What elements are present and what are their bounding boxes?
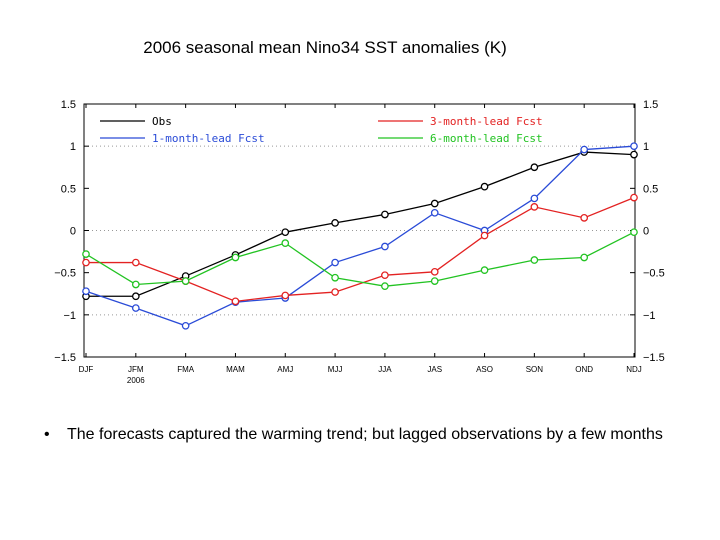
y-tick-label-left: −1 — [63, 310, 76, 322]
legend-label: 1-month-lead Fcst — [152, 132, 265, 145]
data-point-obs — [281, 228, 290, 237]
data-point-obs — [131, 292, 140, 301]
data-point-obs — [430, 199, 439, 208]
y-tick-label-right: 1.5 — [643, 99, 658, 111]
series-line-1-month-lead-fcst — [85, 145, 635, 327]
ticks-layer: −1.5 −1.5 −1 −1 −0.5 −0.5 0 0 0.5 0.5 1 1 1.5 1.5 DJF J… — [54, 99, 664, 385]
data-point-3-month-lead-fcst — [580, 214, 589, 222]
data-point-6-month-lead-fcst — [131, 280, 140, 289]
data-point-6-month-lead-fcst — [231, 253, 240, 262]
data-point-3-month-lead-fcst — [530, 203, 539, 211]
grid-layer — [84, 145, 635, 316]
series-line-6-month-lead-fcst — [85, 231, 635, 287]
data-point-1-month-lead-fcst — [430, 208, 439, 217]
x-tick-label: MAM — [226, 365, 245, 374]
x-tick-label: JAS — [427, 365, 442, 374]
data-point-3-month-lead-fcst — [82, 258, 90, 267]
data-point-3-month-lead-fcst — [480, 231, 489, 240]
x-tick-label: FMA — [177, 365, 195, 374]
data-point-3-month-lead-fcst — [131, 258, 140, 267]
x-tick-label: JJA — [378, 365, 392, 374]
data-point-1-month-lead-fcst — [530, 194, 539, 203]
series-layer — [82, 142, 638, 330]
data-point-6-month-lead-fcst — [181, 277, 190, 285]
bullet-text: The forecasts captured the warming trend… — [67, 426, 663, 443]
series-line-3-month-lead-fcst — [86, 197, 635, 303]
x-tick-label: SON — [526, 365, 544, 374]
bullet-point: • The forecasts captured the warming tre… — [44, 424, 684, 446]
data-point-1-month-lead-fcst — [82, 287, 90, 296]
legend: Obs 1-month-lead Fcst 3-month-lead Fcst 6-m… — [100, 115, 543, 145]
bullet-dot: • — [44, 426, 50, 443]
x-tick-label: MJJ — [328, 365, 343, 374]
data-point-6-month-lead-fcst — [331, 273, 339, 282]
data-point-6-month-lead-fcst — [381, 282, 389, 291]
x-tick-label: DJF — [79, 365, 94, 374]
slide-title: 2006 seasonal mean Nino34 SST anomalies … — [143, 38, 507, 57]
x-tick-label: JFM — [128, 365, 144, 374]
y-tick-label-right: −1.5 — [643, 352, 665, 364]
data-point-6-month-lead-fcst — [630, 228, 638, 237]
legend-label: 3-month-lead Fcst — [430, 115, 543, 128]
data-point-obs — [381, 210, 389, 219]
x-tick-label: OND — [575, 365, 593, 374]
data-point-1-month-lead-fcst — [630, 142, 638, 151]
data-point-3-month-lead-fcst — [630, 193, 638, 202]
y-tick-label-left: −1.5 — [54, 352, 76, 364]
data-point-3-month-lead-fcst — [231, 297, 240, 306]
data-point-1-month-lead-fcst — [331, 258, 339, 267]
y-tick-label-right: 0.5 — [643, 183, 658, 195]
data-point-6-month-lead-fcst — [530, 256, 539, 264]
x-year-label: 2006 — [127, 376, 145, 385]
y-tick-label-left: 1 — [70, 141, 76, 153]
y-tick-label-left: 0 — [70, 226, 76, 238]
y-tick-label-right: −0.5 — [643, 268, 665, 280]
series-line-obs — [86, 151, 635, 297]
y-tick-label-left: 0.5 — [61, 183, 76, 195]
data-point-3-month-lead-fcst — [381, 271, 389, 280]
data-point-1-month-lead-fcst — [381, 242, 389, 251]
data-point-6-month-lead-fcst — [430, 277, 439, 285]
data-point-1-month-lead-fcst — [131, 304, 140, 312]
data-point-3-month-lead-fcst — [331, 288, 339, 296]
data-point-obs — [630, 150, 638, 159]
y-tick-label-left: 1.5 — [61, 99, 76, 111]
x-tick-label: ASO — [476, 365, 493, 374]
data-point-6-month-lead-fcst — [580, 253, 589, 262]
y-tick-label-right: 1 — [643, 141, 649, 153]
data-point-6-month-lead-fcst — [281, 239, 290, 247]
x-tick-label: NDJ — [626, 365, 642, 374]
legend-label: 6-month-lead Fcst — [430, 132, 543, 145]
data-point-3-month-lead-fcst — [430, 267, 439, 276]
data-point-obs — [331, 219, 339, 227]
data-point-6-month-lead-fcst — [82, 250, 90, 258]
y-tick-label-right: 0 — [643, 226, 649, 238]
data-point-1-month-lead-fcst — [181, 321, 190, 330]
data-point-6-month-lead-fcst — [480, 266, 489, 274]
data-point-3-month-lead-fcst — [281, 291, 290, 300]
x-tick-label: AMJ — [277, 365, 293, 374]
data-point-obs — [480, 182, 489, 191]
data-point-obs — [530, 163, 539, 172]
data-point-1-month-lead-fcst — [580, 145, 589, 154]
y-tick-label-right: −1 — [643, 310, 656, 322]
y-tick-label-left: −0.5 — [54, 268, 76, 280]
legend-label: Obs — [152, 115, 172, 128]
